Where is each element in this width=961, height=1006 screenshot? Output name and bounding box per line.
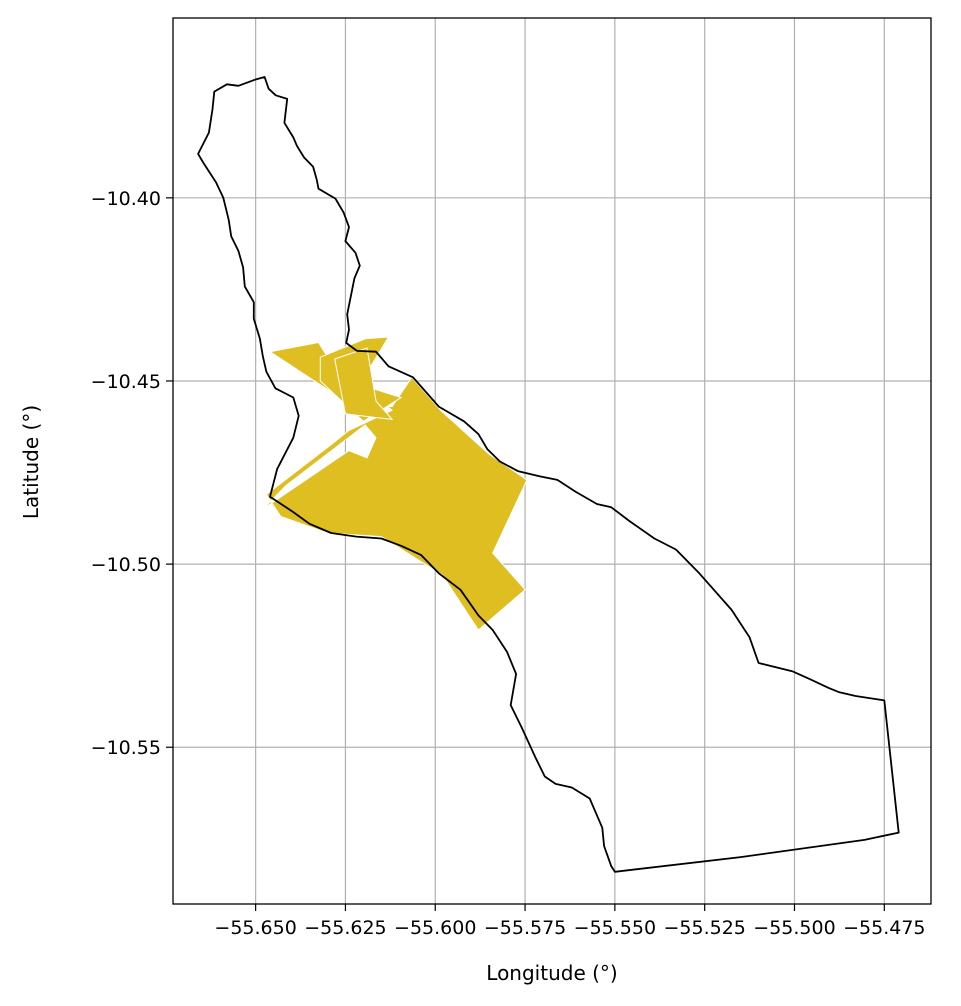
x-tick-label-7: −55.475	[843, 917, 925, 939]
y-tick-label-0: −10.40	[91, 188, 161, 210]
plot-frame	[172, 17, 932, 905]
study-area-boundary	[197, 76, 900, 873]
y-axis-label: Latitude (°)	[19, 405, 43, 519]
x-tick-label-0: −55.650	[214, 917, 296, 939]
boundary-outline	[197, 76, 900, 873]
x-axis-label: Longitude (°)	[486, 961, 617, 985]
y-tick-label-1: −10.45	[91, 371, 161, 393]
x-tick-label-3: −55.575	[484, 917, 566, 939]
x-tick-label-2: −55.600	[394, 917, 476, 939]
fill-region-2	[334, 347, 394, 421]
axis-ticks: −55.650 −55.625 −55.600 −55.575 −55.550 −55.5…	[91, 188, 926, 939]
x-tick-label-4: −55.550	[574, 917, 656, 939]
filled-regions	[262, 336, 528, 631]
y-tick-label-3: −10.55	[91, 737, 161, 759]
y-tick-label-2: −10.50	[91, 554, 161, 576]
x-tick-label-6: −55.500	[753, 917, 835, 939]
x-tick-label-5: −55.525	[663, 917, 745, 939]
x-tick-label-1: −55.625	[304, 917, 386, 939]
